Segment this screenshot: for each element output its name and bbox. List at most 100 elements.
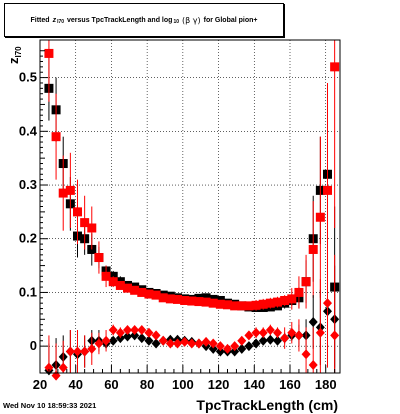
y-axis-label: zI70 [6, 46, 23, 65]
data-point [101, 271, 111, 281]
data-point [294, 330, 304, 341]
data-point [73, 207, 82, 217]
chart-title: Fitted z I70 versus TpcTrackLength and lo… [5, 4, 283, 36]
data-point [115, 280, 125, 290]
data-point [208, 343, 218, 354]
data-point [287, 294, 297, 304]
data-point [94, 253, 104, 263]
data-series [44, 40, 340, 381]
data-point [137, 333, 147, 344]
data-point [158, 335, 168, 346]
data-point [108, 335, 118, 346]
data-point [130, 285, 140, 295]
x-tick-label: 40 [68, 377, 82, 392]
x-tick-label: 60 [104, 377, 118, 392]
data-point [258, 335, 268, 346]
data-point [230, 301, 240, 311]
data-point [137, 325, 147, 336]
x-tick-label: 20 [33, 377, 47, 392]
data-point [294, 287, 304, 297]
series-1 [44, 40, 340, 311]
data-point [144, 335, 154, 346]
data-point [330, 62, 340, 72]
data-point [108, 325, 118, 336]
data-point [208, 338, 218, 349]
data-point [173, 294, 182, 304]
data-point [180, 336, 190, 347]
data-point [301, 349, 311, 360]
data-point [137, 287, 147, 297]
y-tick-label: 0.1 [19, 284, 37, 299]
data-point [201, 336, 211, 347]
x-tick-label: 140 [243, 377, 265, 392]
data-point [94, 338, 104, 349]
data-point [308, 244, 318, 254]
data-point [258, 299, 268, 309]
y-tick-label: 0.5 [19, 70, 37, 85]
data-point [215, 346, 225, 357]
data-point [287, 327, 297, 338]
title-suffix: for Global pion+ [203, 16, 258, 24]
data-point [280, 295, 290, 305]
data-point [194, 338, 204, 349]
data-point [51, 132, 61, 142]
title-z-sub: I70 [57, 19, 65, 25]
data-point [87, 343, 97, 354]
data-point [301, 277, 311, 287]
data-point [130, 330, 140, 341]
data-point [230, 341, 240, 352]
title-log-sub: 10 [173, 19, 179, 25]
data-point [123, 325, 132, 336]
y-axis-label-main: z [6, 57, 21, 65]
data-point [237, 335, 247, 346]
axes: 20 40 60 80 100 120 140 160 180 0 0.1 0.2 0.3 0.4 0.5 [19, 50, 337, 392]
x-tick-label: 80 [140, 377, 154, 392]
data-point [144, 289, 154, 299]
series-3 [44, 238, 340, 381]
data-point [123, 331, 132, 342]
data-point [144, 327, 154, 338]
data-point [201, 297, 211, 307]
y-tick-label: 0.4 [19, 123, 38, 138]
data-point [244, 341, 254, 352]
data-point [323, 185, 332, 195]
data-point [265, 298, 275, 308]
data-point [73, 346, 82, 357]
data-point [58, 188, 68, 198]
data-point [173, 338, 182, 349]
data-point [165, 294, 175, 304]
data-point [273, 335, 282, 346]
title-prefix: Fitted [30, 16, 50, 24]
data-point [187, 338, 197, 349]
data-point [280, 333, 290, 344]
data-point [180, 295, 190, 305]
data-point [65, 185, 75, 195]
data-point [51, 370, 61, 381]
data-point [108, 277, 118, 287]
data-point [273, 327, 282, 338]
data-point [308, 316, 318, 327]
data-point [244, 301, 254, 311]
data-point [65, 346, 75, 357]
data-point [101, 335, 111, 346]
data-point [44, 362, 54, 373]
data-point [251, 327, 261, 338]
data-point [323, 298, 332, 309]
x-tick-label: 160 [279, 377, 301, 392]
data-point [151, 338, 161, 349]
grid-lines [40, 40, 340, 373]
data-point [244, 330, 254, 341]
data-point [251, 300, 261, 310]
data-point [158, 293, 168, 303]
data-point [44, 48, 54, 58]
data-point [315, 212, 325, 222]
data-point [123, 283, 132, 293]
data-point [223, 300, 232, 310]
title-z: z [52, 16, 57, 24]
title-box: Fitted z I70 versus TpcTrackLength and lo… [4, 3, 284, 37]
data-point [87, 223, 97, 233]
x-tick-label: 120 [208, 377, 230, 392]
data-point [237, 343, 247, 354]
series-2 [44, 265, 340, 376]
